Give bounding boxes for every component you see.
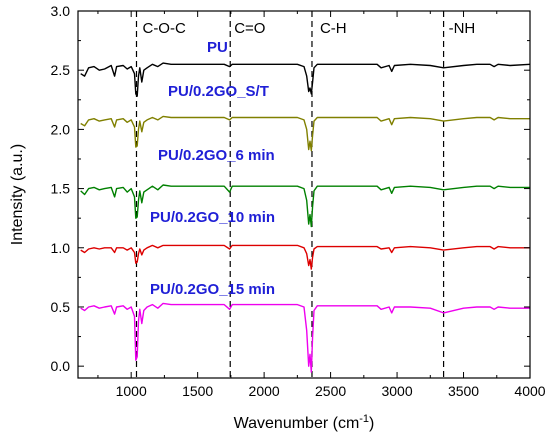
- x-tick-label-5: 3500: [448, 383, 479, 399]
- series-lines: [80, 62, 531, 373]
- series-label-0: PU: [207, 39, 228, 56]
- series-label-2: PU/0.2GO_6 min: [158, 147, 275, 164]
- series-line-4: [80, 302, 530, 373]
- x-axis-label: Wavenumber (cm-1): [234, 413, 375, 432]
- y-tick-label-1: 0.5: [51, 299, 71, 315]
- band-label-0: C-O-C: [142, 20, 185, 37]
- band-label-2: C-H: [320, 20, 347, 37]
- x-tick-label-3: 2500: [315, 383, 346, 399]
- y-tick-label-6: 3.0: [51, 3, 71, 19]
- y-axis-label: Intensity (a.u.): [9, 144, 26, 245]
- x-tick-label-2: 2000: [249, 383, 280, 399]
- series-line-1: [80, 115, 530, 152]
- x-tick-label-0: 1000: [116, 383, 147, 399]
- y-tick-label-3: 1.5: [51, 181, 71, 197]
- y-tick-label-2: 1.0: [51, 240, 71, 256]
- series-label-1: PU/0.2GO_S/T: [168, 83, 269, 100]
- series-label-4: PU/0.2GO_15 min: [150, 281, 275, 298]
- series-line-3: [80, 244, 530, 270]
- band-labels: C-O-C C=O C-H -NH: [142, 20, 475, 37]
- y-tick-label-0: 0.0: [51, 358, 71, 374]
- x-tick-label-6: 4000: [514, 383, 545, 399]
- series-line-0: [80, 62, 531, 97]
- y-axis-ticks: 0.0 0.5 1.0 1.5 2.0 2.5 3.0: [51, 3, 530, 374]
- x-axis-ticks: 1000 1500 2000 2500 3000 3500 4000: [97, 11, 546, 399]
- y-tick-label-4: 2.0: [51, 121, 71, 137]
- band-label-3: -NH: [449, 20, 476, 37]
- band-label-1: C=O: [234, 20, 265, 37]
- reference-lines: [135, 11, 445, 378]
- series-label-3: PU/0.2GO_10 min: [150, 209, 275, 226]
- x-tick-label-1: 1500: [182, 383, 213, 399]
- y-tick-label-5: 2.5: [51, 62, 71, 78]
- series-labels: PU PU/0.2GO_S/T PU/0.2GO_6 min PU/0.2GO_10 …: [150, 39, 275, 298]
- series-line-2: [80, 184, 530, 228]
- plot-frame: [77, 10, 531, 379]
- x-tick-label-4: 3000: [381, 383, 412, 399]
